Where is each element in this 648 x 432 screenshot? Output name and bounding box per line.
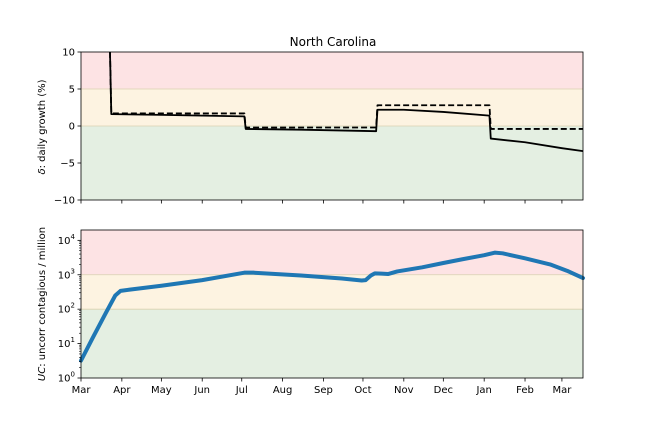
contagious-panel: 100 101 102 103 104 Mar Apr May Jun Jul Aug Sep Oct N… (58, 229, 585, 396)
contagious-xtick-label: Oct (354, 385, 371, 396)
contagious-xtick-label: Jul (235, 385, 248, 396)
contagious-band-1 (81, 274, 583, 310)
contagious-ytick-label: 103 (58, 267, 75, 281)
contagious-xtick-label: Jan (475, 385, 491, 396)
contagious-band-2 (81, 309, 583, 378)
contagious-xtick-label: Mar (552, 385, 572, 396)
growth-ytick-label: 0 (69, 122, 75, 133)
growth-band-0 (81, 52, 583, 89)
growth-series-dashed (109, 51, 583, 130)
contagious-ytick-label: 104 (58, 233, 76, 247)
chart-title: North Carolina (290, 35, 377, 49)
contagious-ytick-label: 101 (58, 336, 75, 350)
contagious-xtick-label: Sep (314, 385, 333, 396)
contagious-xtick-label: Mar (72, 385, 92, 396)
contagious-xtick-label: Aug (273, 385, 293, 396)
contagious-band-0 (81, 230, 583, 275)
growth-ytick-label: −10 (54, 196, 75, 207)
contagious-xtick-label: Nov (394, 385, 414, 396)
contagious-frame (80, 229, 584, 379)
contagious-ytick-label: 102 (58, 302, 75, 316)
growth-ytick-label: 10 (62, 48, 75, 59)
contagious-xtick-label: Feb (516, 385, 534, 396)
growth-ylabel: δ: daily growth (%) (37, 79, 48, 174)
contagious-ylabel: UC: uncorr contagious / million (37, 227, 48, 381)
growth-band-2 (81, 126, 583, 200)
contagious-ytick-label: 100 (58, 371, 75, 385)
contagious-series-main (79, 250, 585, 363)
contagious-xtick-label: May (151, 385, 172, 396)
growth-panel: −10 −5 0 5 10 (54, 48, 584, 207)
growth-ytick-label: 5 (69, 85, 75, 96)
contagious-xtick-label: Dec (434, 385, 453, 396)
contagious-xtick-label: Jun (193, 385, 210, 396)
growth-ytick-label: −5 (60, 159, 75, 170)
contagious-xtick-label: Apr (113, 385, 131, 396)
growth-band-1 (81, 89, 583, 126)
